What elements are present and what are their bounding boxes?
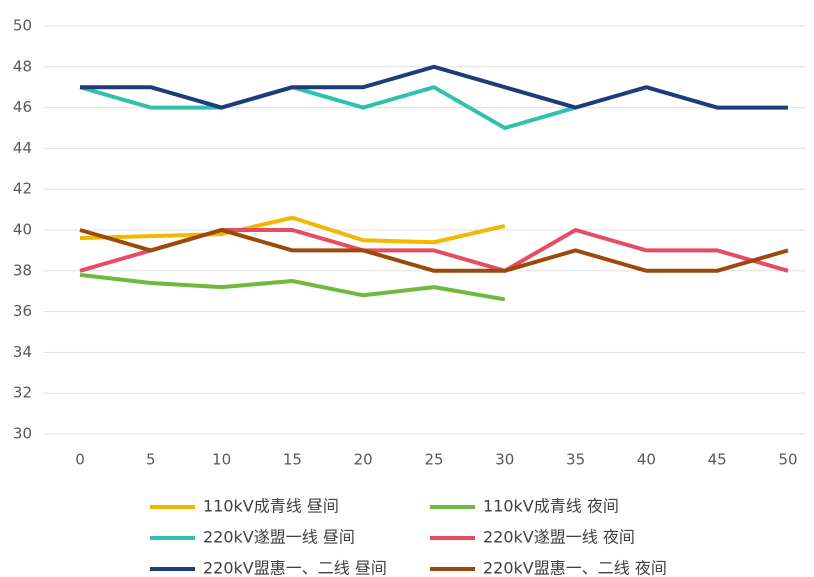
- x-tick-label: 50: [778, 451, 797, 469]
- y-tick-label: 34: [13, 343, 32, 361]
- y-tick-label: 40: [13, 221, 32, 239]
- legend-label: 110kV成青线 夜间: [483, 497, 619, 516]
- series-line: [79, 85, 577, 130]
- y-tick-label: 50: [13, 17, 32, 35]
- x-tick-label: 15: [283, 451, 302, 469]
- x-tick-label: 35: [566, 451, 585, 469]
- x-tick-label: 40: [637, 451, 656, 469]
- x-tick-label: 45: [708, 451, 727, 469]
- series-line: [79, 272, 506, 302]
- y-tick-label: 48: [13, 57, 32, 75]
- legend-label: 220kV遂盟一线 夜间: [483, 528, 635, 547]
- series-line: [79, 215, 506, 245]
- x-tick-label: 10: [212, 451, 231, 469]
- x-tick-label: 0: [75, 451, 85, 469]
- x-tick-label: 25: [424, 451, 443, 469]
- legend-label: 110kV成青线 昼间: [203, 497, 339, 516]
- legend-label: 220kV遂盟一线 昼间: [203, 528, 355, 547]
- y-tick-label: 36: [13, 302, 32, 320]
- x-tick-label: 5: [146, 451, 156, 469]
- legend-label: 220kV盟惠一、二线 夜间: [483, 559, 667, 577]
- x-tick-label: 30: [495, 451, 514, 469]
- x-tick-label: 20: [354, 451, 373, 469]
- y-tick-label: 32: [13, 384, 32, 402]
- legend-label: 220kV盟惠一、二线 昼间: [203, 559, 387, 577]
- y-tick-label: 42: [13, 180, 32, 198]
- y-tick-label: 44: [13, 139, 32, 157]
- y-tick-label: 38: [13, 261, 32, 279]
- y-tick-label: 30: [13, 425, 32, 443]
- y-tick-label: 46: [13, 98, 32, 116]
- series-line: [79, 228, 789, 273]
- series-line: [80, 64, 788, 110]
